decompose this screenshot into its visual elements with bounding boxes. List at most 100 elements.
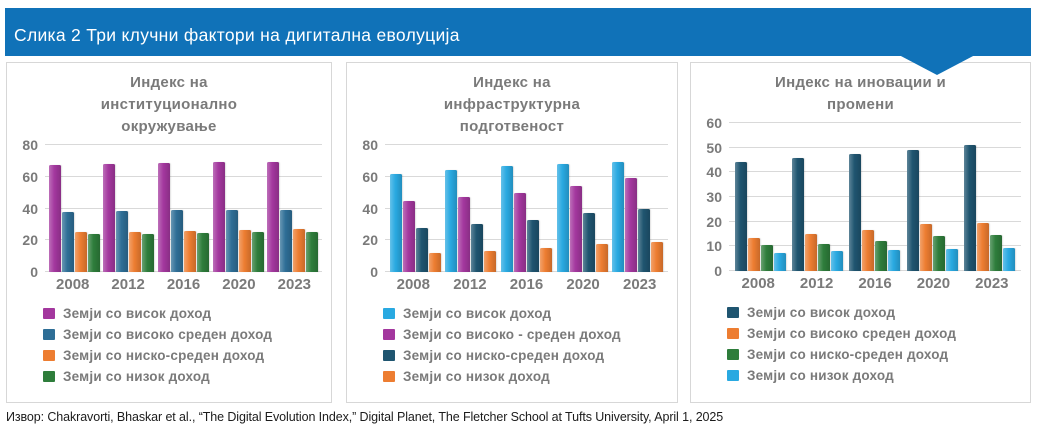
gridline bbox=[45, 239, 322, 241]
y-tick-label: 60 bbox=[22, 168, 38, 185]
bar-group bbox=[906, 123, 958, 271]
x-tick-label: 2020 bbox=[566, 276, 600, 293]
gridline bbox=[729, 245, 1021, 247]
x-tick-label: 2023 bbox=[277, 276, 312, 293]
bar-group bbox=[157, 145, 209, 272]
gridline bbox=[45, 207, 322, 209]
bar bbox=[415, 227, 428, 272]
bar bbox=[612, 161, 625, 272]
bar bbox=[831, 251, 844, 271]
bar bbox=[1002, 247, 1015, 271]
x-axis: 2008 2012 2016 2020 2023 bbox=[45, 276, 322, 293]
legend-label: Земји со низок доход bbox=[63, 369, 210, 384]
legend-swatch-icon bbox=[43, 371, 55, 382]
bar-group bbox=[445, 145, 497, 272]
y-axis: 0 20 40 60 80 bbox=[7, 137, 45, 280]
legend-item: Земји со ниско-среден доход bbox=[43, 348, 331, 363]
plot-area bbox=[45, 144, 322, 272]
bar-group bbox=[556, 145, 608, 272]
x-axis: 2008 2012 2016 2020 2023 bbox=[729, 275, 1021, 292]
plot-row: 0 20 40 60 80 bbox=[347, 137, 677, 280]
x-tick-label: 2008 bbox=[741, 275, 775, 292]
bar-group bbox=[48, 145, 100, 272]
bar-group bbox=[500, 145, 552, 272]
y-tick-label: 50 bbox=[706, 139, 722, 156]
x-tick-label: 2023 bbox=[975, 275, 1009, 292]
bar bbox=[48, 164, 61, 272]
bar bbox=[306, 232, 319, 272]
x-axis: 2008 2012 2016 2020 2023 bbox=[385, 276, 668, 293]
bar bbox=[651, 241, 664, 272]
bar bbox=[875, 241, 888, 271]
bar bbox=[484, 250, 497, 272]
legend: Земји со висок доход Земји со високо сред… bbox=[727, 305, 1030, 383]
bar bbox=[103, 164, 116, 272]
bar bbox=[458, 197, 471, 272]
x-tick-label: 2016 bbox=[509, 276, 544, 293]
bar bbox=[792, 157, 805, 271]
bar bbox=[818, 243, 831, 271]
source-citation: Извор: Chakravorti, Bhaskar et al., “The… bbox=[6, 410, 724, 424]
legend-item: Земји со ниско-среден доход bbox=[727, 347, 1030, 362]
bar bbox=[389, 173, 402, 272]
legend-item: Земји со ниско-среден доход bbox=[383, 348, 677, 363]
bar-group bbox=[849, 123, 901, 271]
y-tick-label: 20 bbox=[22, 232, 38, 249]
gridline bbox=[729, 196, 1021, 197]
gridline bbox=[45, 271, 322, 272]
bar-group bbox=[212, 145, 264, 272]
bar bbox=[157, 163, 170, 272]
bar bbox=[862, 230, 875, 271]
bar-group bbox=[389, 145, 441, 272]
legend-label: Земји со ниско-среден доход bbox=[63, 348, 265, 363]
x-tick-label: 2016 bbox=[858, 275, 892, 292]
bar bbox=[267, 161, 280, 272]
bar-group bbox=[735, 123, 787, 271]
plot-row: 0 10 20 30 40 50 60 bbox=[691, 115, 1030, 279]
bar bbox=[735, 162, 748, 271]
legend-swatch-icon bbox=[727, 328, 739, 339]
bar bbox=[142, 233, 155, 272]
bar bbox=[87, 233, 100, 272]
legend-label: Земји со високо - среден доход bbox=[403, 327, 621, 342]
bar bbox=[293, 229, 306, 272]
bar bbox=[280, 210, 293, 272]
gridline bbox=[385, 271, 668, 272]
gridline bbox=[385, 207, 668, 209]
legend: Земји со висок доход Земји со високо сред… bbox=[43, 306, 331, 384]
y-axis: 0 20 40 60 80 bbox=[347, 137, 385, 280]
legend-label: Земји со ниско-среден доход bbox=[403, 348, 605, 363]
bar-groups bbox=[45, 145, 322, 272]
y-tick-label: 0 bbox=[30, 264, 38, 280]
legend-item: Земји со високо среден доход bbox=[727, 326, 1030, 341]
bar bbox=[932, 236, 945, 271]
down-triangle-icon bbox=[899, 55, 975, 75]
legend-swatch-icon bbox=[727, 370, 739, 381]
bar-groups bbox=[385, 145, 668, 272]
gridline bbox=[385, 144, 668, 145]
bar bbox=[170, 210, 183, 272]
bar bbox=[748, 237, 761, 271]
legend-label: Земји со низок доход bbox=[747, 368, 894, 383]
bar bbox=[238, 229, 251, 272]
figure-caption: Слика 2 Три клучни фактори на дигитална … bbox=[14, 24, 460, 45]
chart-panel-institutional: Индекс на институционално окружување 0 20… bbox=[6, 62, 332, 403]
figure-header-bar: Слика 2 Три клучни фактори на дигитална … bbox=[5, 8, 1031, 56]
y-tick-label: 80 bbox=[362, 137, 378, 153]
y-tick-label: 40 bbox=[362, 200, 378, 217]
legend-swatch-icon bbox=[727, 349, 739, 360]
bar bbox=[849, 153, 862, 271]
legend-swatch-icon bbox=[383, 308, 395, 319]
bar-group bbox=[103, 145, 155, 272]
legend-swatch-icon bbox=[727, 307, 739, 318]
bar bbox=[906, 150, 919, 271]
bar bbox=[582, 213, 595, 272]
plot-area bbox=[385, 144, 668, 272]
chart-title: Индекс на иновации и промени bbox=[775, 74, 946, 113]
bar bbox=[251, 232, 264, 272]
legend-item: Земји со висок доход bbox=[727, 305, 1030, 320]
x-tick-label: 2023 bbox=[622, 276, 657, 293]
legend-item: Земји со висок доход bbox=[383, 306, 677, 321]
legend-label: Земји со висок доход bbox=[63, 306, 212, 321]
